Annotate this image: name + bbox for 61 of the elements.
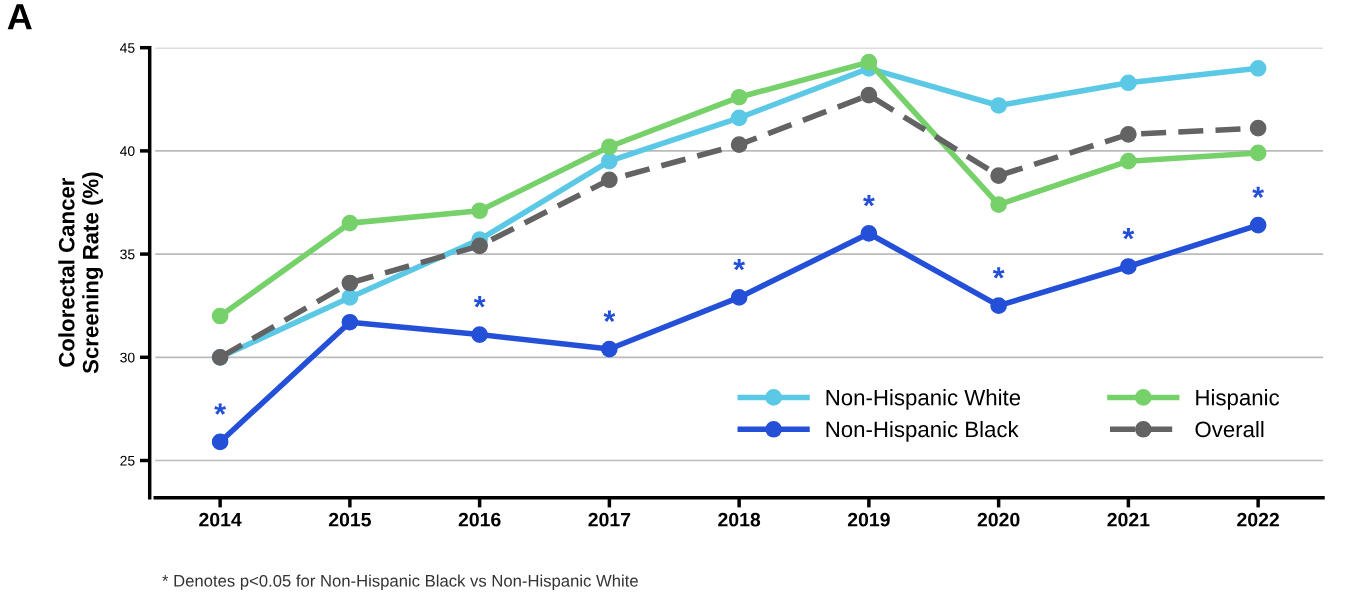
point — [990, 196, 1007, 213]
point — [1249, 119, 1267, 137]
point — [1249, 216, 1267, 234]
y-axis-title: Colorectal Cancer Screening Rate (%) — [58, 172, 103, 374]
x-tick-label: 2015 — [328, 512, 371, 527]
annotation: * — [1252, 186, 1265, 199]
point — [1120, 74, 1137, 92]
point — [341, 289, 359, 306]
x-tick-label: 2016 — [458, 512, 501, 527]
point — [1249, 144, 1267, 162]
point — [730, 88, 748, 106]
point — [990, 167, 1007, 184]
point — [1120, 152, 1137, 170]
y-tick-label: 40 — [119, 146, 135, 157]
point — [1120, 258, 1137, 275]
point — [601, 171, 618, 189]
point — [730, 109, 748, 127]
point — [601, 138, 618, 156]
x-tick-label: 2021 — [1107, 512, 1150, 527]
point — [730, 289, 748, 306]
annotation: * — [1122, 228, 1135, 240]
x-tick-label: 2014 — [199, 512, 242, 527]
x-tick-label: 2019 — [847, 512, 890, 527]
point — [211, 307, 229, 325]
x-tick-label: 2018 — [718, 512, 761, 527]
x-tick-label: 2020 — [977, 512, 1020, 527]
legend-label: Hispanic — [1196, 389, 1280, 410]
point — [990, 297, 1007, 315]
point — [860, 53, 878, 71]
point — [211, 433, 229, 451]
point — [1120, 126, 1137, 143]
point — [471, 237, 488, 255]
point — [1249, 59, 1267, 77]
text: A — [7, 4, 32, 30]
annotation: * — [473, 296, 486, 308]
point — [601, 340, 618, 358]
legend-label: Overall — [1195, 420, 1264, 438]
point — [341, 214, 359, 232]
point — [860, 86, 878, 104]
x-tick-label: 2017 — [588, 512, 631, 527]
point — [730, 136, 748, 154]
annotation: * — [863, 194, 875, 207]
text: * Denotes p<0.05 for Non-Hispanic Black vs Non-Hispanic White — [162, 574, 638, 591]
point — [341, 274, 359, 292]
point — [341, 313, 359, 331]
annotation: * — [603, 310, 616, 322]
y-tick-label: 25 — [120, 455, 135, 466]
point — [471, 326, 488, 343]
y-tick-label: 45 — [119, 43, 135, 53]
point — [471, 202, 488, 220]
point — [990, 97, 1007, 114]
point — [601, 152, 618, 170]
annotation: * — [733, 258, 746, 271]
annotation: * — [992, 267, 1005, 279]
point — [860, 225, 878, 242]
x-tick-label: 2022 — [1237, 512, 1279, 527]
legend-label: Non-Hispanic White — [826, 389, 1021, 410]
y-tick-label: 35 — [120, 249, 135, 260]
y-tick-label: 30 — [120, 352, 135, 363]
legend-label: Non-Hispanic Black — [826, 420, 1019, 442]
annotation: * — [214, 403, 227, 415]
